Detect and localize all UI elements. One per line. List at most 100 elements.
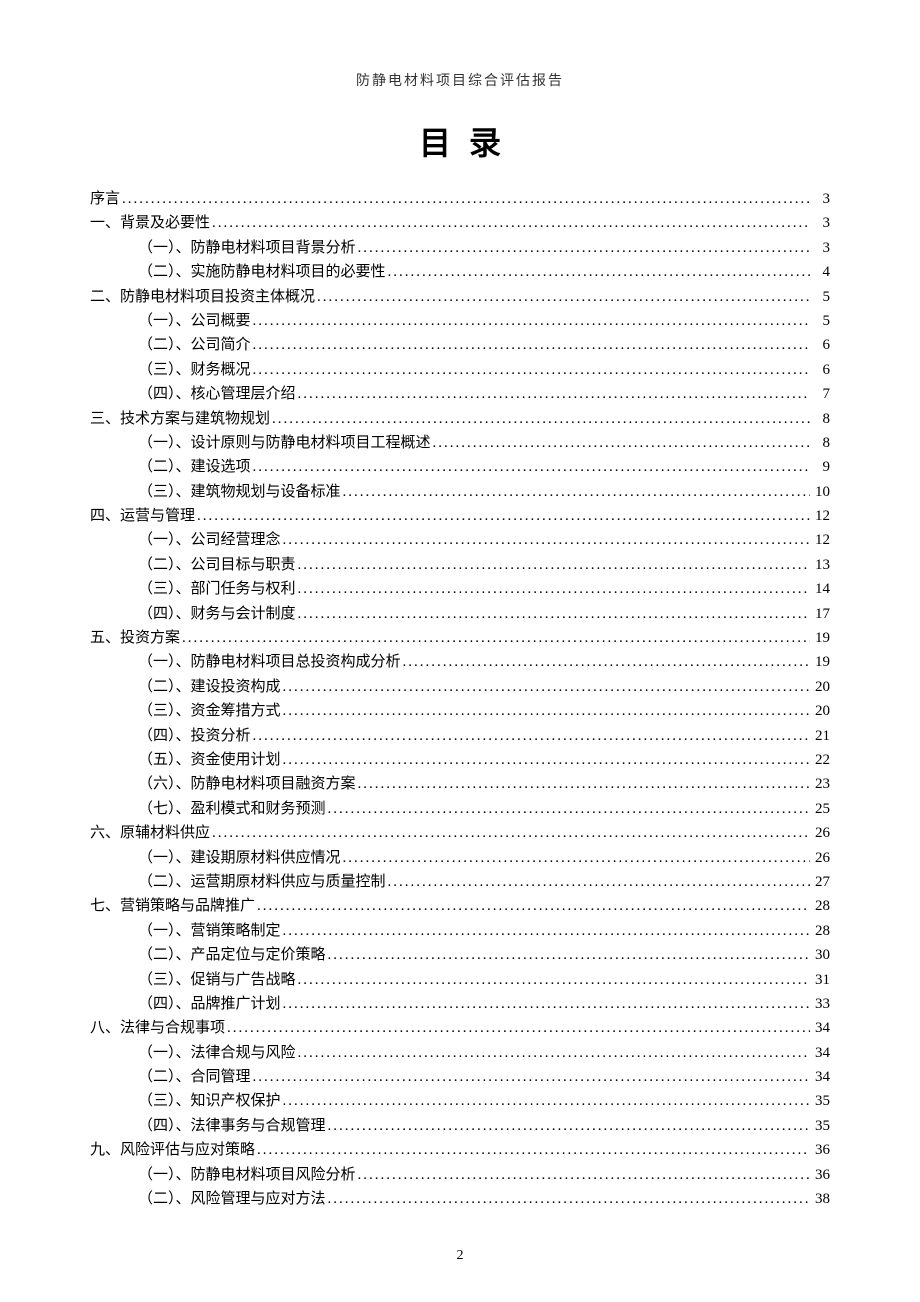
toc-entry-page: 20	[810, 680, 830, 695]
toc-leader-dots	[281, 997, 810, 1012]
toc-row: （二）、建设投资构成 20	[90, 680, 830, 695]
toc-entry-label: （二）、合同管理	[138, 1070, 251, 1085]
toc-entry-page: 22	[810, 753, 830, 768]
toc-entry-page: 36	[810, 1143, 830, 1158]
toc-entry-page: 5	[810, 314, 830, 329]
toc-entry-page: 35	[810, 1094, 830, 1109]
toc-row: （二）、公司简介 6	[90, 338, 830, 353]
toc-entry-label: （一）、营销策略制定	[138, 924, 281, 939]
toc-row: （二）、运营期原材料供应与质量控制 27	[90, 875, 830, 890]
toc-entry-page: 10	[810, 485, 830, 500]
toc-entry-page: 31	[810, 973, 830, 988]
toc-leader-dots	[431, 436, 810, 451]
toc-entry-label: 五、投资方案	[90, 631, 180, 646]
toc-leader-dots	[251, 314, 810, 329]
toc-row: （一）、防静电材料项目背景分析 3	[90, 241, 830, 256]
toc-row: （一）、公司经营理念 12	[90, 533, 830, 548]
toc-row: （三）、财务概况 6	[90, 363, 830, 378]
toc-entry-label: 序言	[90, 192, 120, 207]
toc-entry-label: 七、营销策略与品牌推广	[90, 899, 255, 914]
toc-row: （四）、品牌推广计划 33	[90, 997, 830, 1012]
toc-leader-dots	[386, 265, 810, 280]
toc-entry-label: （二）、公司目标与职责	[138, 558, 296, 573]
toc-entry-page: 26	[810, 826, 830, 841]
toc-entry-label: （二）、实施防静电材料项目的必要性	[138, 265, 386, 280]
toc-row: （二）、合同管理 34	[90, 1070, 830, 1085]
toc-entry-label: 三、技术方案与建筑物规划	[90, 412, 270, 427]
toc-leader-dots	[326, 948, 810, 963]
toc-row: （二）、产品定位与定价策略 30	[90, 948, 830, 963]
toc-leader-dots	[326, 1192, 810, 1207]
toc-entry-label: （二）、建设投资构成	[138, 680, 281, 695]
toc-leader-dots	[180, 631, 810, 646]
toc-entry-page: 25	[810, 802, 830, 817]
toc-leader-dots	[296, 1046, 810, 1061]
toc-entry-label: （一）、法律合规与风险	[138, 1046, 296, 1061]
toc-entry-page: 26	[810, 851, 830, 866]
toc-entry-label: （三）、部门任务与权利	[138, 582, 296, 597]
toc-entry-label: （四）、财务与会计制度	[138, 607, 296, 622]
toc-entry-page: 3	[810, 241, 830, 256]
toc-entry-page: 34	[810, 1046, 830, 1061]
toc-entry-label: （五）、资金使用计划	[138, 753, 281, 768]
toc-title: 目录	[90, 118, 830, 164]
toc-entry-label: （三）、促销与广告战略	[138, 973, 296, 988]
toc-leader-dots	[281, 704, 810, 719]
toc-leader-dots	[386, 875, 810, 890]
toc-entry-page: 27	[810, 875, 830, 890]
toc-entry-page: 21	[810, 729, 830, 744]
toc-leader-dots	[326, 1119, 810, 1134]
toc-entry-label: （三）、财务概况	[138, 363, 251, 378]
toc-entry-label: （二）、公司简介	[138, 338, 251, 353]
toc-row: （五）、资金使用计划 22	[90, 753, 830, 768]
toc-row: （三）、建筑物规划与设备标准 10	[90, 485, 830, 500]
toc-entry-label: （一）、公司经营理念	[138, 533, 281, 548]
toc-entry-page: 33	[810, 997, 830, 1012]
toc-leader-dots	[296, 387, 810, 402]
toc-row: （一）、设计原则与防静电材料项目工程概述 8	[90, 436, 830, 451]
toc-row: 四、运营与管理 12	[90, 509, 830, 524]
toc-leader-dots	[195, 509, 810, 524]
toc-row: （三）、知识产权保护 35	[90, 1094, 830, 1109]
toc-entry-page: 30	[810, 948, 830, 963]
toc-entry-label: （三）、知识产权保护	[138, 1094, 281, 1109]
toc-leader-dots	[296, 558, 810, 573]
toc-entry-label: （二）、产品定位与定价策略	[138, 948, 326, 963]
toc-row: （二）、建设选项 9	[90, 460, 830, 475]
toc-leader-dots	[326, 802, 810, 817]
toc-row: （一）、公司概要 5	[90, 314, 830, 329]
toc-entry-label: （二）、风险管理与应对方法	[138, 1192, 326, 1207]
toc-entry-label: （六）、防静电材料项目融资方案	[138, 777, 356, 792]
toc-row: 六、原辅材料供应 26	[90, 826, 830, 841]
toc-leader-dots	[225, 1021, 810, 1036]
toc-leader-dots	[251, 460, 810, 475]
toc-leader-dots	[251, 1070, 810, 1085]
toc-entry-page: 28	[810, 924, 830, 939]
toc-leader-dots	[296, 973, 810, 988]
toc-entry-label: （二）、运营期原材料供应与质量控制	[138, 875, 386, 890]
toc-entry-page: 12	[810, 509, 830, 524]
toc-entry-page: 8	[810, 436, 830, 451]
toc-entry-page: 5	[810, 290, 830, 305]
toc-entry-label: （三）、资金筹措方式	[138, 704, 281, 719]
toc-row: （二）、公司目标与职责 13	[90, 558, 830, 573]
toc-entry-page: 20	[810, 704, 830, 719]
toc-entry-page: 3	[810, 216, 830, 231]
table-of-contents: 序言 3一、背景及必要性 3（一）、防静电材料项目背景分析 3（二）、实施防静电…	[90, 192, 830, 1207]
toc-entry-page: 8	[810, 412, 830, 427]
toc-entry-page: 9	[810, 460, 830, 475]
toc-entry-page: 6	[810, 338, 830, 353]
toc-entry-label: （一）、建设期原材料供应情况	[138, 851, 341, 866]
toc-row: （三）、资金筹措方式 20	[90, 704, 830, 719]
toc-entry-label: （一）、设计原则与防静电材料项目工程概述	[138, 436, 431, 451]
toc-row: 一、背景及必要性 3	[90, 216, 830, 231]
toc-row: （一）、营销策略制定 28	[90, 924, 830, 939]
toc-entry-label: （四）、投资分析	[138, 729, 251, 744]
toc-row: （四）、核心管理层介绍 7	[90, 387, 830, 402]
toc-leader-dots	[251, 363, 810, 378]
toc-entry-page: 4	[810, 265, 830, 280]
toc-row: 三、技术方案与建筑物规划 8	[90, 412, 830, 427]
toc-row: 九、风险评估与应对策略 36	[90, 1143, 830, 1158]
toc-row: （七）、盈利模式和财务预测 25	[90, 802, 830, 817]
toc-entry-label: （一）、防静电材料项目风险分析	[138, 1168, 356, 1183]
